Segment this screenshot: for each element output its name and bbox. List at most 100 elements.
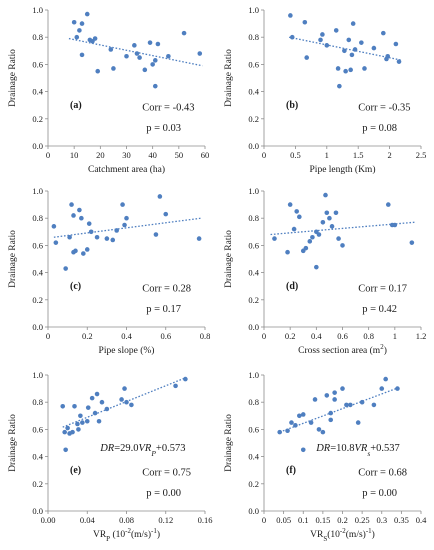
panel-label: (f) [286, 465, 296, 476]
x-tick-label: 0.16 [198, 515, 213, 525]
data-point [153, 232, 159, 237]
x-tick-label: 0.08 [119, 515, 134, 525]
correlation-text: Corr = 0.68 [358, 468, 407, 479]
data-point [71, 213, 76, 218]
y-tick-label: 1.0 [248, 186, 259, 196]
data-point [124, 215, 129, 221]
x-axis-label: Cross section area (m2) [298, 343, 387, 356]
data-point [104, 406, 110, 412]
data-point [53, 240, 59, 245]
data-point [63, 266, 68, 271]
y-tick-label: 0.0 [248, 141, 259, 151]
data-point [152, 83, 158, 89]
data-point [51, 224, 57, 229]
data-point [335, 66, 341, 71]
data-point [297, 413, 302, 419]
correlation-text: Corr = -0.35 [358, 103, 410, 114]
p-value-text: p = 0.00 [362, 488, 397, 499]
x-tick-label: 2 [387, 150, 391, 160]
data-point [333, 28, 339, 33]
y-tick-label: 0.4 [32, 87, 43, 97]
data-point [272, 236, 277, 241]
data-point [302, 19, 308, 25]
y-tick-label: 0.0 [32, 322, 43, 332]
x-tick-label: 0.25 [355, 515, 370, 525]
p-value-text: p = 0.08 [362, 123, 397, 134]
data-point [277, 429, 283, 435]
data-point [285, 249, 290, 255]
data-point [324, 43, 330, 48]
data-point [332, 390, 337, 395]
data-point [132, 43, 137, 48]
data-point [60, 403, 66, 409]
y-tick-label: 0.0 [32, 506, 43, 516]
data-point [86, 221, 92, 226]
data-point [67, 234, 72, 240]
y-tick-label: 0.6 [32, 240, 43, 250]
panel-d: 0.0 0.2 0.4 0.6 0.8 1.0 0 0.2 0.4 0.6 0.8 1 1.2 Drain… [224, 186, 426, 356]
data-point [316, 427, 322, 432]
x-tick-label: 0.4 [416, 515, 427, 525]
x-tick-label: 0 [46, 150, 50, 160]
data-point [359, 40, 364, 45]
data-point [379, 386, 385, 391]
data-point [324, 393, 330, 398]
p-value-text: p = 0.42 [362, 304, 397, 315]
p-value-text: p = 0.17 [146, 304, 181, 315]
data-point [314, 264, 319, 270]
data-point [108, 47, 114, 52]
y-tick-label: 0.8 [248, 32, 259, 42]
y-tick-label: 0.6 [248, 59, 259, 69]
panel-label: (b) [286, 100, 298, 111]
x-tick-label: 1 [325, 150, 329, 160]
regression-equation: DR=10.8VRs+0.537 [315, 443, 400, 458]
data-point [72, 403, 77, 409]
data-point [137, 55, 142, 60]
x-tick-label: 50 [175, 150, 184, 160]
data-point [392, 222, 398, 228]
data-point [79, 215, 84, 221]
y-tick-label: 0.2 [248, 479, 259, 489]
y-tick-label: 0.6 [248, 424, 259, 434]
data-point [294, 209, 300, 214]
x-tick-label: 0 [262, 150, 266, 160]
data-point [155, 41, 161, 47]
data-point [320, 429, 326, 435]
data-point [396, 59, 402, 64]
x-tick-label: 1.5 [353, 150, 364, 160]
x-tick-label: 10 [70, 150, 79, 160]
trend-line [279, 387, 398, 433]
x-tick-label: 0.12 [158, 515, 173, 525]
y-tick-label: 0.6 [32, 59, 43, 69]
data-point [110, 237, 116, 243]
data-point [362, 66, 367, 71]
trend-line [62, 377, 186, 428]
panel-a: 0.0 0.2 0.4 0.6 0.8 1.0 0 10 20 30 40 50 60 Drainage … [8, 5, 209, 175]
data-point [324, 210, 330, 216]
regression-equation: DR=29.0VRP+0.573 [99, 443, 185, 458]
y-axis-label: Drainage Ratio [224, 49, 234, 107]
x-axis-label: Pipe slope (%) [99, 345, 155, 356]
panel-label: (c) [70, 281, 81, 292]
data-point [111, 66, 116, 71]
data-point [157, 194, 163, 199]
data-point [318, 37, 323, 43]
data-point [316, 232, 322, 237]
data-point [300, 412, 306, 417]
data-point [99, 399, 105, 405]
data-point [332, 397, 337, 402]
data-point [343, 68, 348, 74]
data-point [142, 67, 148, 73]
x-tick-label: 1.2 [416, 331, 427, 341]
panel-f: 0.0 0.2 0.4 0.6 0.8 1.0 0 0.05 0.1 0.15 0.2 0.25 0.3… [224, 370, 427, 543]
panel-label: (a) [70, 100, 82, 111]
panel-label: (d) [286, 281, 298, 292]
data-point [359, 399, 365, 405]
data-point [340, 243, 345, 248]
data-point [124, 53, 129, 59]
data-point [395, 386, 400, 391]
data-point [173, 383, 178, 389]
y-tick-label: 1.0 [32, 370, 43, 380]
data-point [70, 429, 75, 435]
x-tick-label: 0.4 [311, 331, 322, 341]
